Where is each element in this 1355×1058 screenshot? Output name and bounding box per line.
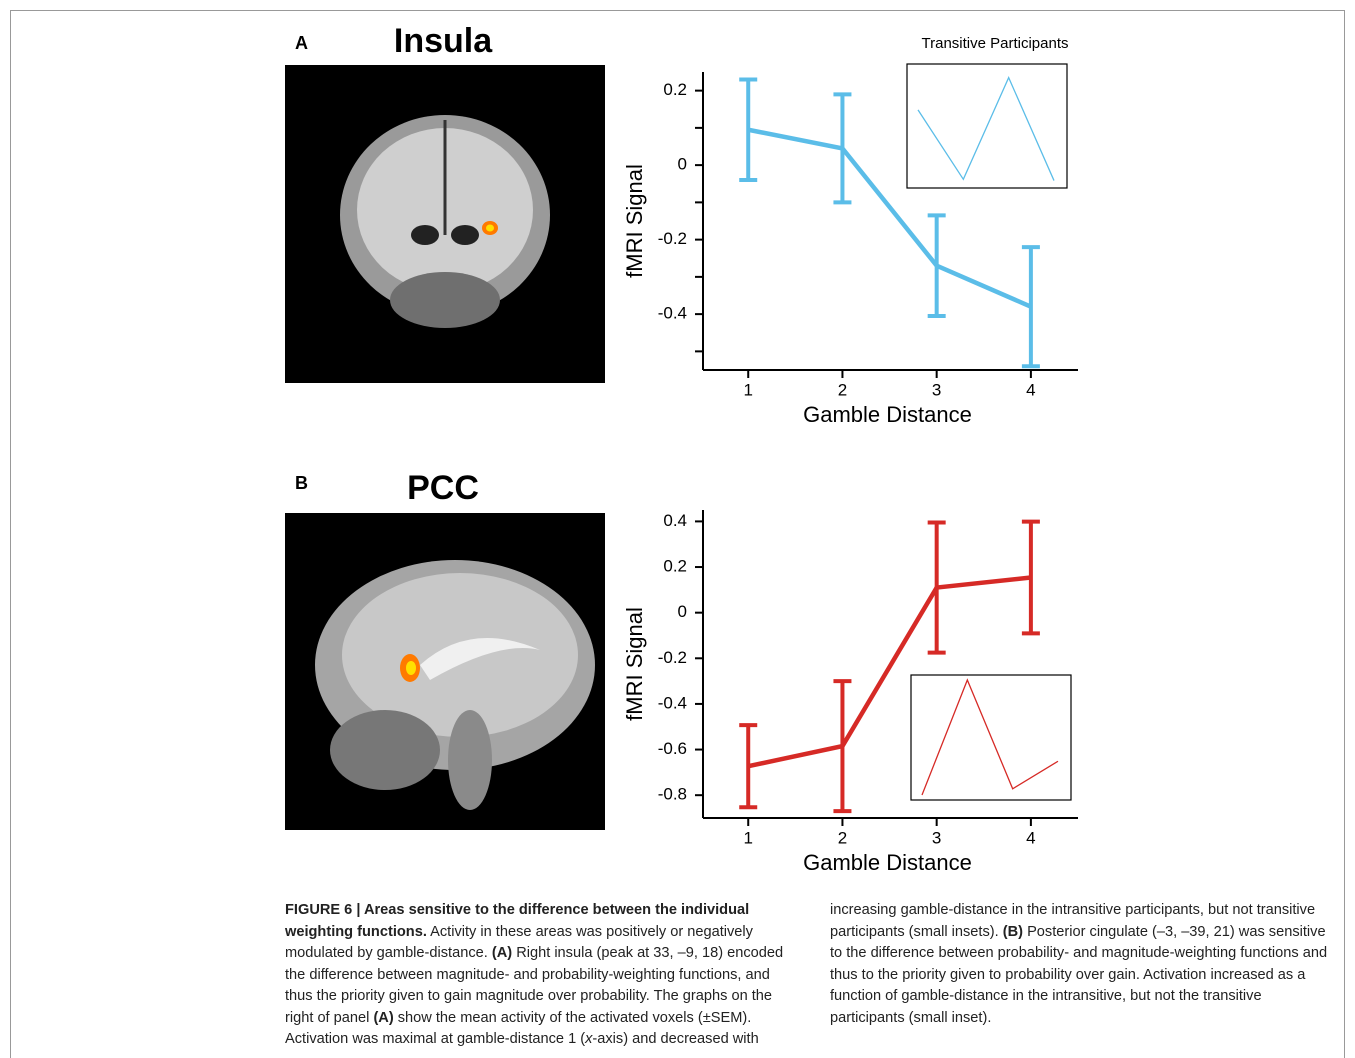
x-tick-label: 3	[932, 828, 941, 847]
error-bar	[928, 215, 946, 316]
y-tick-label: -0.2	[658, 229, 687, 248]
error-bar	[1022, 247, 1040, 366]
caption-text: (A)	[373, 1010, 393, 1026]
caption-text: (B)	[1003, 924, 1023, 940]
y-tick-label: -0.4	[658, 304, 687, 323]
y-axis-label: fMRI Signal	[622, 607, 647, 721]
x-tick-label: 1	[743, 380, 752, 399]
y-axis-label: fMRI Signal	[622, 164, 647, 278]
page: A Insula B PCC 0.2 0 -0.2 -0.4 1 2 3 4 Gamble Di…	[0, 0, 1355, 1058]
figure: A Insula B PCC 0.2 0 -0.2 -0.4 1 2 3 4 Gamble Di…	[0, 0, 1355, 890]
brain-image	[285, 513, 605, 830]
y-tick-label: 0.2	[663, 80, 687, 99]
x-tick-label: 4	[1026, 380, 1035, 399]
y-tick-label: -0.4	[658, 693, 687, 712]
caption-text: (A)	[492, 945, 512, 961]
y-tick-label: -0.6	[658, 739, 687, 758]
panel-title: PCC	[407, 469, 479, 507]
x-tick-label: 4	[1026, 828, 1035, 847]
x-tick-label: 3	[932, 380, 941, 399]
x-tick-label: 1	[743, 828, 752, 847]
panel-title: Insula	[394, 22, 493, 60]
x-axis-label: Gamble Distance	[803, 402, 972, 427]
y-tick-label: 0.4	[663, 511, 687, 530]
panel-letter: A	[295, 33, 308, 53]
y-tick-label: 0	[678, 602, 687, 621]
figure-caption: FIGURE 6 | Areas sensitive to the differ…	[285, 900, 1335, 1051]
brain-image	[285, 65, 605, 383]
x-tick-label: 2	[838, 828, 847, 847]
panel-letter: B	[295, 473, 308, 493]
x-tick-label: 2	[838, 380, 847, 399]
y-tick-label: 0	[678, 155, 687, 174]
inset-title: Transitive Participants	[922, 35, 1069, 52]
y-tick-label: -0.8	[658, 785, 687, 804]
x-axis-label: Gamble Distance	[803, 850, 972, 875]
y-tick-label: -0.2	[658, 648, 687, 667]
y-tick-label: 0.2	[663, 557, 687, 576]
